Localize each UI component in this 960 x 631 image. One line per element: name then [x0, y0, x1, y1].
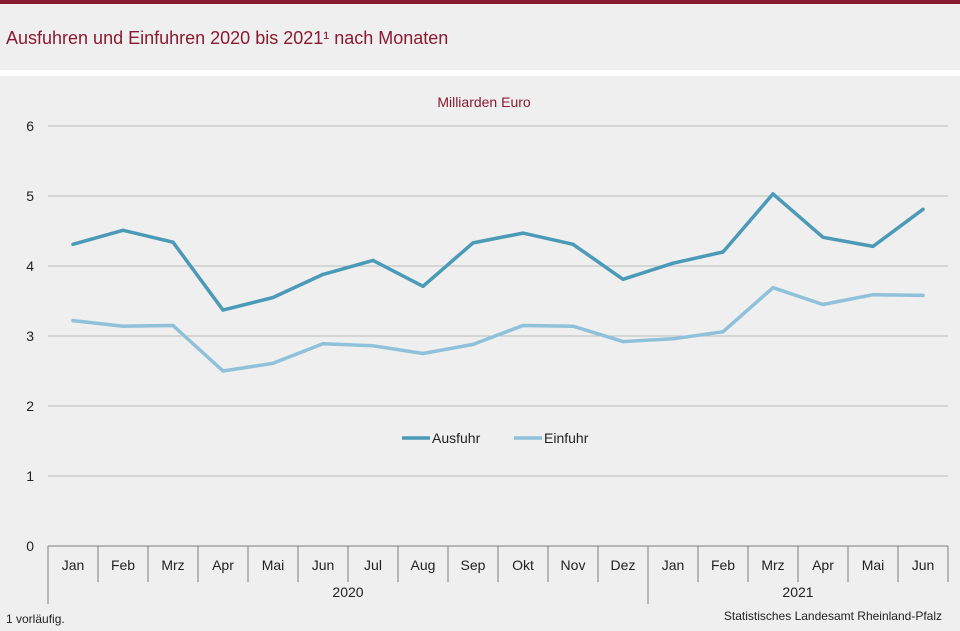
top-accent-bar — [0, 0, 960, 4]
x-tick-label: Nov — [561, 557, 586, 573]
data-point-einfuhr — [221, 369, 225, 373]
year-group-label: 2020 — [332, 584, 363, 600]
data-point-einfuhr — [271, 361, 275, 365]
data-point-ausfuhr — [221, 308, 225, 312]
data-point-einfuhr — [121, 324, 125, 328]
data-point-ausfuhr — [821, 235, 825, 239]
data-point-ausfuhr — [421, 284, 425, 288]
y-tick-label: 4 — [26, 258, 34, 274]
data-point-ausfuhr — [521, 231, 525, 235]
data-point-einfuhr — [171, 323, 175, 328]
data-point-einfuhr — [871, 293, 875, 297]
x-tick-label: Mrz — [761, 557, 784, 573]
data-point-ausfuhr — [171, 240, 175, 244]
data-point-ausfuhr — [671, 261, 675, 265]
data-point-ausfuhr — [921, 207, 925, 211]
x-tick-label: Jan — [662, 557, 685, 573]
data-point-ausfuhr — [121, 228, 125, 232]
data-point-ausfuhr — [471, 241, 475, 245]
y-tick-label: 6 — [26, 118, 34, 134]
x-tick-label: Aug — [411, 557, 436, 573]
data-point-ausfuhr — [371, 258, 375, 262]
data-point-einfuhr — [321, 342, 325, 346]
series-line-ausfuhr — [71, 192, 925, 312]
unit-label: Milliarden Euro — [437, 94, 531, 110]
data-point-ausfuhr — [71, 242, 75, 246]
legend-label-einfuhr: Einfuhr — [544, 430, 589, 446]
y-tick-label: 5 — [26, 188, 34, 204]
x-tick-label: Apr — [812, 557, 834, 573]
y-tick-label: 1 — [26, 468, 34, 484]
x-tick-label: Apr — [212, 557, 234, 573]
x-tick-label: Mai — [862, 557, 885, 573]
source-label: Statistisches Landesamt Rheinland-Pfalz — [723, 609, 942, 623]
x-tick-label: Feb — [111, 557, 135, 573]
x-tick-label: Jan — [62, 557, 85, 573]
chart-title: Ausfuhren und Einfuhren 2020 bis 2021¹ n… — [6, 28, 449, 48]
x-tick-label: Mai — [262, 557, 285, 573]
y-tick-label: 0 — [26, 538, 34, 554]
data-point-einfuhr — [921, 293, 925, 297]
x-tick-label: Mrz — [161, 557, 184, 573]
data-point-einfuhr — [821, 302, 825, 307]
x-tick-label: Sep — [461, 557, 486, 573]
data-point-einfuhr — [571, 324, 575, 328]
year-group-label: 2021 — [782, 584, 813, 600]
footnote: 1 vorläufig. — [6, 612, 65, 626]
data-point-einfuhr — [771, 286, 775, 290]
x-tick-label: Dez — [611, 557, 636, 573]
y-tick-label: 2 — [26, 398, 34, 414]
data-point-einfuhr — [671, 337, 675, 341]
x-tick-label: Jun — [912, 557, 935, 573]
x-tick-label: Jun — [312, 557, 335, 573]
data-point-ausfuhr — [271, 295, 275, 300]
data-point-einfuhr — [71, 319, 75, 323]
data-point-ausfuhr — [621, 277, 625, 281]
data-point-ausfuhr — [721, 250, 725, 254]
title-separator — [0, 70, 960, 76]
data-point-einfuhr — [521, 323, 525, 328]
data-point-ausfuhr — [871, 244, 875, 248]
data-point-ausfuhr — [321, 272, 325, 276]
series-line-einfuhr — [71, 285, 925, 373]
data-point-einfuhr — [371, 344, 375, 348]
data-point-einfuhr — [471, 342, 475, 346]
data-point-ausfuhr — [571, 242, 575, 246]
x-tick-label: Feb — [711, 557, 735, 573]
x-tick-label: Jul — [364, 557, 382, 573]
data-point-einfuhr — [621, 340, 625, 344]
data-point-einfuhr — [421, 351, 425, 356]
data-point-einfuhr — [721, 330, 725, 334]
data-point-ausfuhr — [771, 192, 775, 196]
legend-label-ausfuhr: Ausfuhr — [432, 430, 481, 446]
x-tick-label: Okt — [512, 557, 534, 573]
y-tick-label: 3 — [26, 328, 34, 344]
